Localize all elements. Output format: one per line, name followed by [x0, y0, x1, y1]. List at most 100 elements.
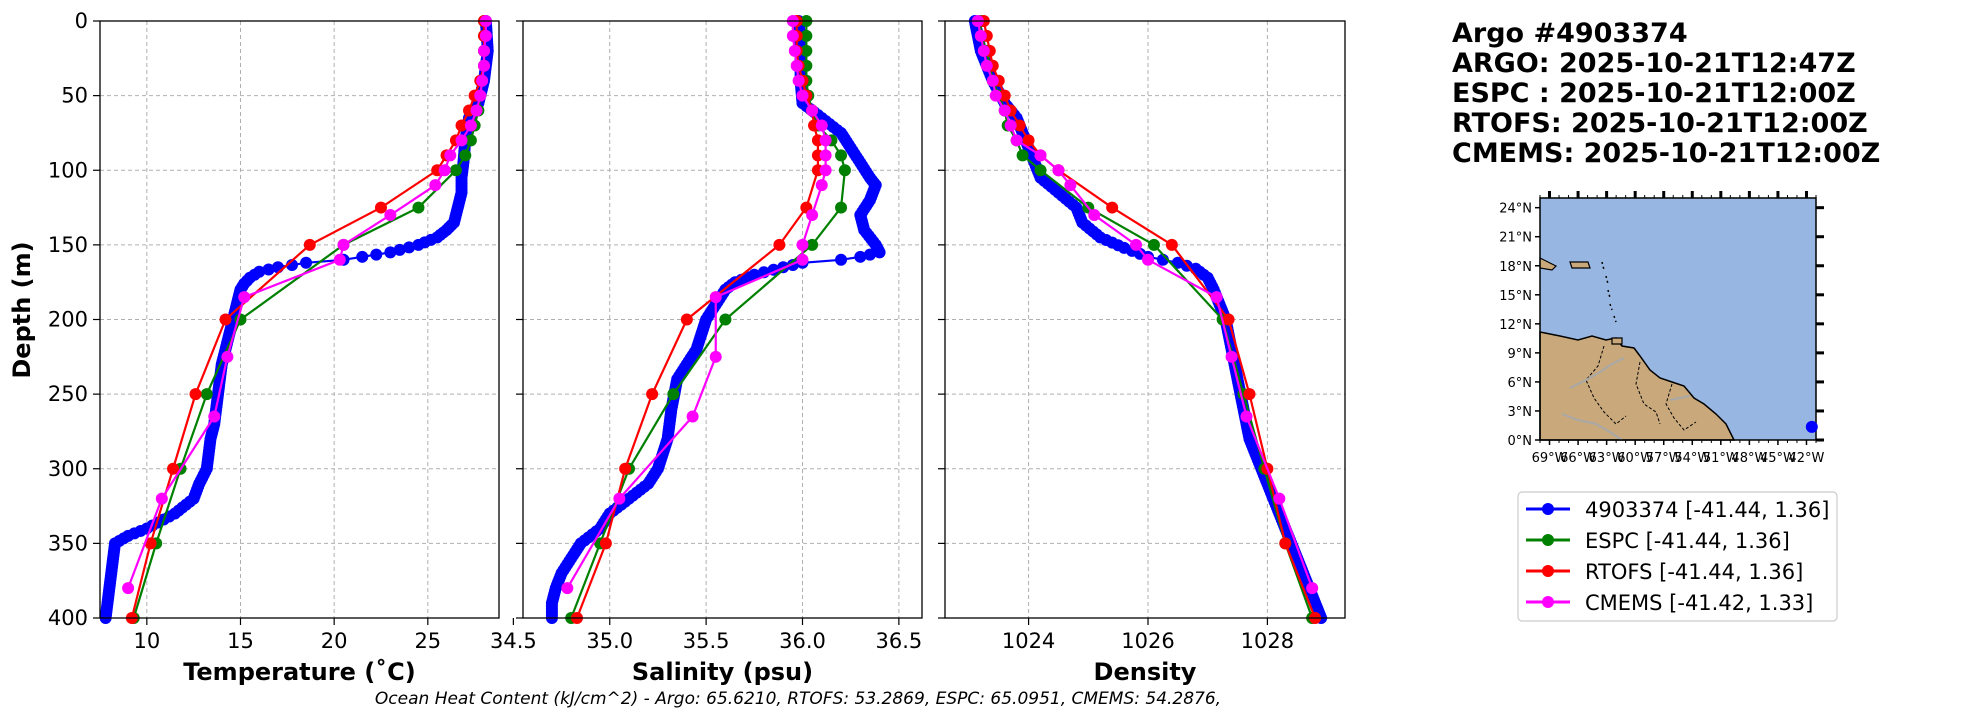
map-lon-label: 45°W — [1760, 451, 1796, 466]
density-panel: 1024 1026 1028 Density — [938, 15, 1346, 686]
temperature-point-rtofs — [167, 462, 180, 475]
salinity-point-rtofs — [680, 313, 693, 326]
legend-label-cmems: CMEMS [-41.42, 1.33] — [1585, 591, 1813, 615]
temperature-point-cmems — [464, 119, 477, 132]
header-line-espc-time: ESPC : 2025-10-21T12:00Z — [1452, 78, 1856, 109]
salinity-point-cmems — [786, 29, 799, 42]
map-frame — [1539, 197, 1817, 441]
density-point-cmems — [1273, 492, 1286, 505]
inset-map: 24°N 21°N 18°N 15°N 12°N 9°N 6°N 3°N 0°N 69°W66°W… — [1499, 191, 1825, 466]
salinity-point-argo — [854, 250, 867, 263]
density-xtick-label: 1026 — [1121, 629, 1174, 653]
density-point-cmems — [1306, 582, 1319, 595]
temperature-point-rtofs — [374, 201, 387, 214]
legend-marker-cmems — [1542, 596, 1554, 608]
density-point-rtofs — [1022, 134, 1035, 147]
temperature-series-group — [100, 15, 494, 624]
temperature-point-espc — [412, 201, 425, 214]
density-point-cmems — [1010, 134, 1023, 147]
density-xaxis-label: Density — [1094, 658, 1197, 686]
salinity-point-argo — [863, 248, 876, 261]
temperature-point-argo — [403, 241, 416, 254]
map-lat-label: 15°N — [1499, 289, 1532, 304]
salinity-point-espc — [800, 44, 813, 57]
header-block: Argo #4903374 ARGO: 2025-10-21T12:47Z ES… — [1452, 18, 1880, 169]
temperature-point-argo — [393, 243, 406, 256]
map-land-trinidad — [1611, 337, 1623, 345]
salinity-panel: 34.5 35.0 35.5 36.0 36.5 Salinity (psu) — [490, 15, 923, 686]
legend-label-argo: 4903374 [-41.44, 1.36] — [1585, 498, 1829, 522]
temperature-point-cmems — [474, 89, 487, 102]
density-point-cmems — [980, 59, 993, 72]
map-lon-label: 66°W — [1560, 451, 1596, 466]
salinity-point-espc — [835, 201, 848, 214]
float-position-marker — [1805, 420, 1818, 433]
temperature-point-cmems — [238, 291, 251, 304]
legend-marker-espc — [1542, 534, 1554, 546]
density-axes-frame — [944, 20, 1346, 619]
depth-tick-label: 300 — [48, 457, 88, 481]
salinity-point-argo — [835, 253, 848, 266]
salinity-point-espc — [835, 149, 848, 162]
temperature-point-rtofs — [455, 119, 468, 132]
salinity-point-espc — [806, 238, 819, 251]
density-point-cmems — [986, 74, 999, 87]
header-line-cmems-time: CMEMS: 2025-10-21T12:00Z — [1452, 138, 1880, 169]
map-lat-label: 24°N — [1499, 202, 1532, 217]
salinity-point-cmems — [686, 410, 699, 423]
map-lon-label: 42°W — [1789, 451, 1825, 466]
depth-tick-label: 350 — [48, 531, 88, 555]
salinity-series-group — [545, 15, 886, 624]
depth-tick-label: 250 — [48, 382, 88, 406]
depth-tick-label: 150 — [48, 233, 88, 257]
temperature-point-cmems — [470, 104, 483, 117]
map-country-borders — [1585, 345, 1697, 431]
salinity-point-cmems — [788, 44, 801, 57]
temperature-point-argo — [412, 238, 425, 251]
salinity-point-cmems — [790, 59, 803, 72]
depth-tick-label: 0 — [75, 9, 88, 33]
density-point-rtofs — [1165, 238, 1178, 251]
temperature-point-cmems — [478, 59, 491, 72]
map-lon-label: 54°W — [1674, 451, 1710, 466]
legend-marker-argo — [1542, 503, 1554, 515]
salinity-point-cmems — [792, 74, 805, 87]
temperature-panel: 0 50 100 150 200 250 300 350 400 10 15 20 25 Temperat… — [48, 9, 500, 686]
legend-entry-espc: ESPC [-41.44, 1.36] — [1526, 529, 1790, 553]
temperature-point-argo — [384, 246, 397, 259]
map-lon-label: 51°W — [1703, 451, 1739, 466]
legend-entry-rtofs: RTOFS [-41.44, 1.36] — [1526, 560, 1803, 584]
header-line-rtofs-time: RTOFS: 2025-10-21T12:00Z — [1452, 108, 1868, 139]
salinity-point-cmems — [796, 89, 809, 102]
salinity-point-rtofs — [599, 537, 612, 550]
density-point-rtofs — [1243, 388, 1256, 401]
header-line-float: Argo #4903374 — [1452, 18, 1688, 49]
density-point-cmems — [1034, 149, 1047, 162]
salinity-xtick-label: 34.5 — [490, 629, 537, 653]
depth-tick-label: 50 — [61, 84, 88, 108]
map-land-south-america — [1539, 331, 1736, 441]
temperature-point-argo — [370, 248, 383, 261]
salinity-point-espc — [667, 388, 680, 401]
temperature-point-argo — [262, 263, 275, 276]
legend: 4903374 [-41.44, 1.36] ESPC [-41.44, 1.3… — [1517, 491, 1838, 622]
legend-entry-cmems: CMEMS [-41.42, 1.33] — [1526, 591, 1813, 615]
temperature-point-cmems — [476, 74, 489, 87]
temperature-point-cmems — [429, 179, 442, 192]
map-lat-label: 12°N — [1499, 318, 1532, 333]
density-point-espc — [1147, 238, 1160, 251]
map-lat-label: 18°N — [1499, 260, 1532, 275]
density-point-cmems — [1064, 179, 1077, 192]
density-point-rtofs — [1106, 201, 1119, 214]
map-lon-label: 63°W — [1589, 451, 1625, 466]
density-xtick-label: 1028 — [1241, 629, 1294, 653]
ocean-heat-content-caption: Ocean Heat Content (kJ/cm^2) - Argo: 65.… — [375, 689, 1221, 709]
salinity-point-cmems — [815, 179, 828, 192]
salinity-point-espc — [719, 313, 732, 326]
temperature-point-rtofs — [219, 313, 232, 326]
salinity-point-cmems — [613, 492, 626, 505]
temperature-xtick-label: 10 — [133, 629, 160, 653]
salinity-point-rtofs — [773, 238, 786, 251]
legend-marker-rtofs — [1542, 565, 1554, 577]
temperature-point-cmems — [438, 164, 451, 177]
